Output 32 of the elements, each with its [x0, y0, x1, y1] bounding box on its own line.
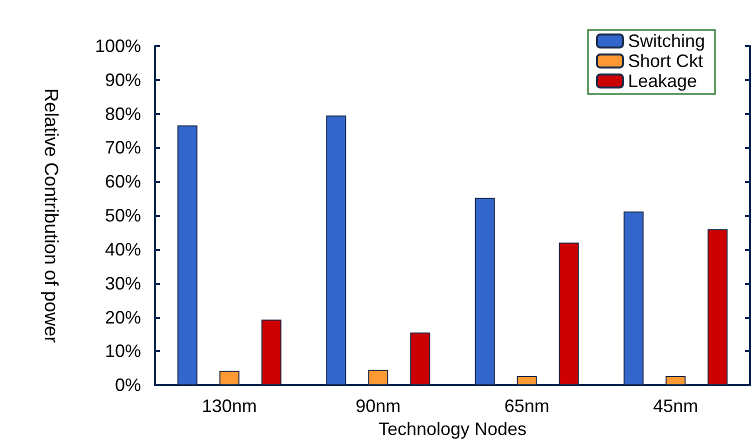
bar — [708, 229, 728, 386]
legend-label: Leakage — [628, 71, 698, 91]
x-tick-label: 45nm — [653, 396, 698, 416]
legend-label: Switching — [628, 31, 706, 51]
bar — [516, 376, 537, 386]
y-tick-label: 0% — [114, 375, 141, 396]
bar — [624, 211, 644, 386]
y-tick-label: 30% — [104, 273, 141, 294]
y-tick-label: 70% — [104, 138, 141, 158]
legend-label: Short Ckt — [628, 51, 703, 71]
bar — [666, 376, 686, 386]
bar — [474, 198, 495, 386]
y-tick-label: 90% — [104, 70, 141, 90]
y-axis-title: Relative Contribution of power — [40, 88, 61, 344]
y-tick-label: 40% — [104, 239, 141, 260]
x-tick-label: 90nm — [356, 396, 401, 416]
y-tick-label: 80% — [104, 104, 141, 124]
bar — [261, 320, 282, 386]
y-tick-label: 10% — [104, 341, 141, 362]
y-tick-label: 50% — [104, 206, 141, 226]
y-tick-label: 100% — [94, 36, 141, 56]
bar — [177, 125, 198, 386]
x-axis-title: Technology Nodes — [378, 419, 527, 439]
bar — [326, 116, 346, 386]
bar — [558, 242, 579, 386]
bar — [368, 370, 388, 386]
y-tick-label: 20% — [104, 307, 141, 328]
x-tick-label: 65nm — [504, 396, 550, 416]
y-tick-label: 60% — [104, 172, 141, 192]
bar — [410, 332, 430, 386]
x-tick-label: 130nm — [202, 396, 257, 416]
bar — [219, 370, 240, 386]
